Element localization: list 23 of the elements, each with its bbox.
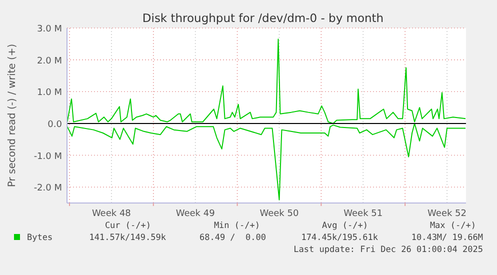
y-axis-title: Pr second read (-) / write (+) <box>7 44 18 188</box>
chart-title: Disk throughput for /dev/dm-0 - by month <box>142 11 384 25</box>
y-tick-label: 2.0 M <box>37 56 62 66</box>
text: Max (-/+) <box>430 221 476 231</box>
text: 10.43M/ 19.66M <box>411 233 483 243</box>
legend-label: Bytes <box>27 233 53 243</box>
y-tick-label: 0.0 <box>48 120 62 130</box>
text: Min (-/+) <box>214 221 260 231</box>
text: Avg (-/+) <box>322 221 368 231</box>
x-tick-label: Week 50 <box>260 209 299 219</box>
text: Last update: Fri Dec 26 01:00:04 2025 <box>294 245 483 255</box>
text: 68.49 / 0.00 <box>199 233 266 243</box>
x-tick-label: Week 52 <box>428 209 467 219</box>
x-tick-label: Week 49 <box>176 209 216 219</box>
y-tick-label: 3.0 M <box>37 24 62 34</box>
text: Cur (-/+) <box>104 221 151 231</box>
x-tick-label: Week 51 <box>344 209 383 219</box>
text: 141.57k/149.59k <box>89 233 166 243</box>
x-tick-label: Week 48 <box>92 209 132 219</box>
y-tick-label: -2.0 M <box>34 184 62 194</box>
text: 174.45k/195.61k <box>301 233 378 243</box>
y-tick-label: -1.0 M <box>34 152 62 162</box>
y-tick-label: 1.0 M <box>37 88 62 98</box>
